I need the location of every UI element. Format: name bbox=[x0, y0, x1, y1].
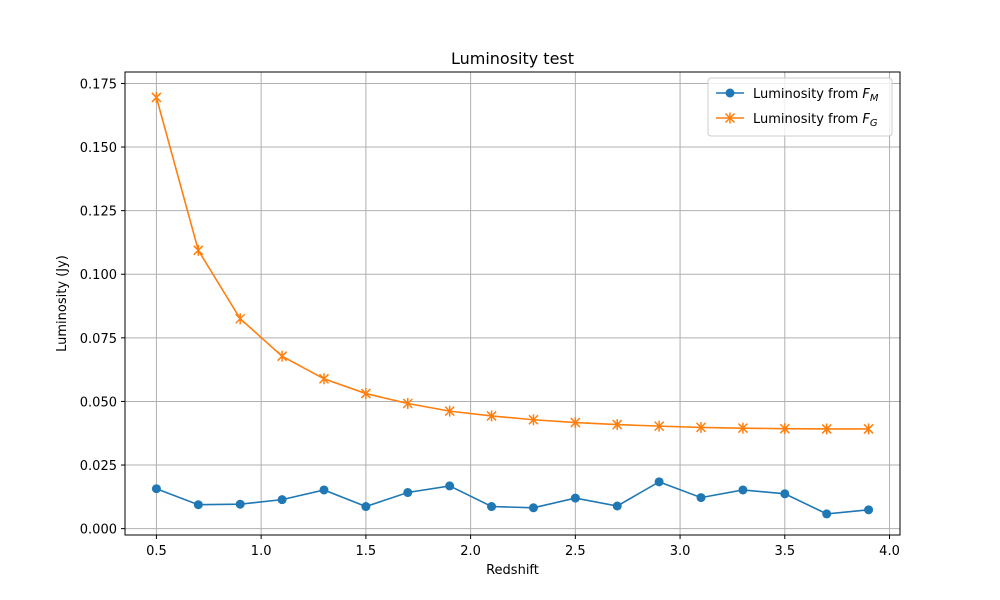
series-G bbox=[151, 91, 874, 435]
x-axis-label: Redshift bbox=[486, 563, 539, 578]
data-point bbox=[528, 414, 539, 426]
data-point bbox=[864, 505, 874, 515]
y-tick-label: 0.000 bbox=[80, 523, 117, 538]
y-tick-label: 0.075 bbox=[80, 332, 117, 347]
legend-subscript: M bbox=[870, 93, 879, 104]
data-point bbox=[319, 485, 329, 495]
x-tick-label: 4.0 bbox=[879, 544, 900, 559]
data-point bbox=[822, 509, 832, 519]
y-tick-label: 0.025 bbox=[80, 459, 117, 474]
data-point bbox=[151, 91, 162, 103]
x-axis-ticks: 0.5 1.0 1.5 2.0 2.5 3.0 3.5 4.0 bbox=[146, 535, 900, 559]
data-point bbox=[151, 484, 161, 494]
data-point bbox=[780, 489, 790, 499]
data-point bbox=[487, 502, 497, 512]
legend-prefix: Luminosity from bbox=[753, 87, 862, 102]
legend-label: Luminosity from FM bbox=[753, 87, 879, 104]
data-point bbox=[235, 313, 246, 325]
data-point bbox=[486, 410, 497, 422]
data-point bbox=[193, 500, 203, 510]
legend-swatch-marker bbox=[725, 88, 735, 98]
data-point bbox=[570, 417, 581, 429]
legend-swatch-marker bbox=[724, 112, 736, 124]
legend-symbol: F bbox=[862, 112, 870, 127]
data-point bbox=[738, 485, 748, 495]
plot-frame bbox=[124, 71, 901, 536]
y-tick-label: 0.100 bbox=[80, 268, 117, 283]
x-tick-label: 1.5 bbox=[356, 544, 377, 559]
y-tick-label: 0.125 bbox=[80, 205, 117, 220]
data-point bbox=[612, 501, 622, 511]
data-point bbox=[570, 493, 580, 503]
series-layer bbox=[151, 91, 874, 519]
data-point bbox=[318, 373, 330, 385]
x-tick-label: 3.5 bbox=[774, 544, 795, 559]
data-point bbox=[193, 244, 204, 256]
series-line bbox=[155, 97, 869, 430]
data-point bbox=[737, 422, 748, 434]
data-point bbox=[360, 388, 371, 400]
data-point bbox=[696, 493, 706, 503]
legend-prefix: Luminosity from bbox=[753, 112, 862, 127]
y-tick-label: 0.150 bbox=[80, 141, 117, 156]
x-tick-label: 2.5 bbox=[565, 544, 586, 559]
data-point bbox=[863, 423, 874, 435]
data-point bbox=[402, 397, 413, 409]
data-point bbox=[821, 423, 832, 435]
data-point bbox=[528, 503, 538, 513]
data-point bbox=[612, 419, 623, 431]
series-M bbox=[151, 477, 874, 519]
y-axis-label: Luminosity (Jy) bbox=[55, 255, 70, 352]
y-axis-ticks: 0.000 0.025 0.050 0.075 0.100 0.125 0.150 0.175 bbox=[80, 77, 125, 538]
legend-entry-M: Luminosity from FM bbox=[716, 87, 879, 104]
legend-label: Luminosity from FG bbox=[753, 112, 878, 129]
x-tick-label: 3.0 bbox=[670, 544, 691, 559]
data-point bbox=[695, 421, 707, 433]
grid bbox=[125, 72, 900, 535]
legend-subscript: G bbox=[870, 118, 878, 129]
legend-symbol: F bbox=[862, 87, 870, 102]
data-point bbox=[277, 495, 287, 505]
data-point bbox=[277, 350, 288, 362]
y-tick-label: 0.050 bbox=[80, 395, 117, 410]
data-point bbox=[445, 481, 455, 491]
chart-title: Luminosity test bbox=[451, 49, 574, 68]
data-point bbox=[654, 477, 664, 487]
data-point bbox=[361, 502, 371, 512]
data-point bbox=[444, 405, 455, 417]
data-point bbox=[403, 488, 413, 498]
data-point bbox=[779, 423, 790, 435]
x-tick-label: 1.0 bbox=[251, 544, 272, 559]
data-point bbox=[235, 499, 245, 509]
data-point bbox=[654, 420, 665, 432]
legend-box bbox=[707, 77, 893, 137]
y-tick-label: 0.175 bbox=[80, 77, 117, 92]
x-tick-label: 2.0 bbox=[460, 544, 481, 559]
series-line bbox=[156, 480, 869, 515]
x-tick-label: 0.5 bbox=[146, 544, 167, 559]
legend-entry-G: Luminosity from FG bbox=[716, 112, 878, 129]
